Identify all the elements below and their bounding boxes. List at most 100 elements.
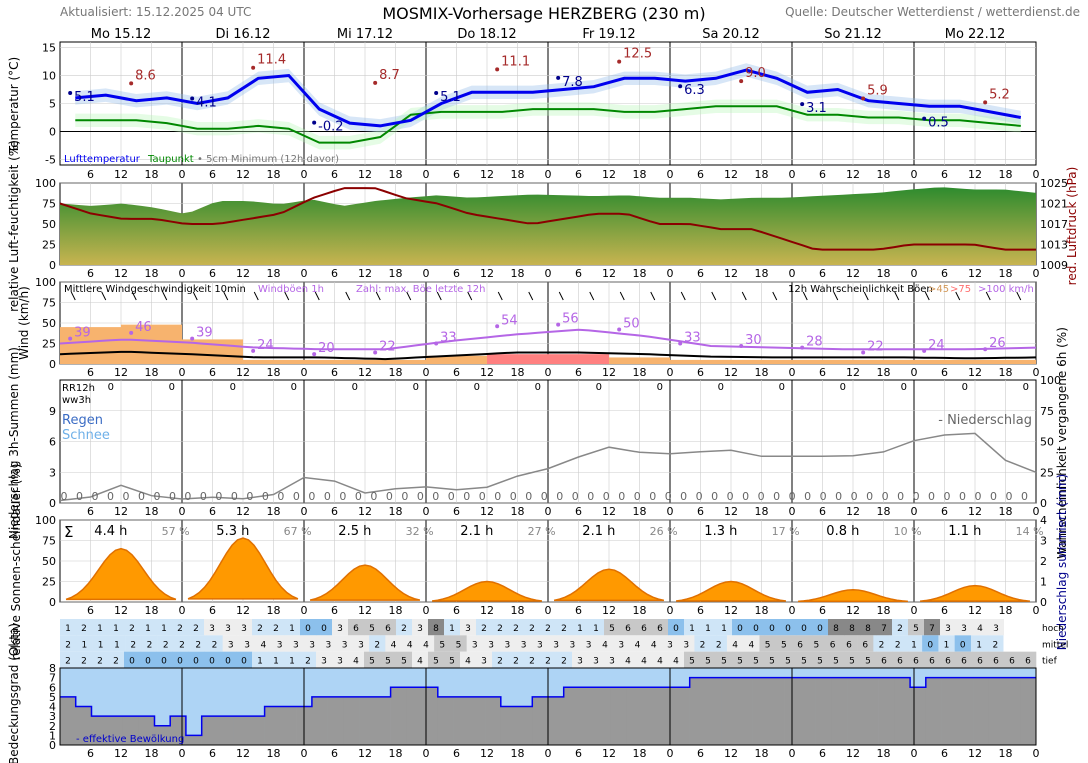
cloud-cell xyxy=(304,635,321,652)
hum-xtick: 0 xyxy=(423,267,430,280)
rain-xtick: 12 xyxy=(602,505,616,518)
sun-xtick: 6 xyxy=(941,604,948,617)
rain-xtick: 12 xyxy=(968,505,982,518)
cloud-cell xyxy=(828,619,845,636)
day-label: Mo 15.12 xyxy=(91,27,152,42)
precip-prob-ytick: 0 xyxy=(1040,497,1047,510)
temp-min-label: 7.8 xyxy=(562,75,583,90)
cloud-cell xyxy=(396,619,413,636)
rr3h-value: 0 xyxy=(742,490,749,503)
cloud-value: 5 xyxy=(401,657,407,667)
cloud-cover-bar xyxy=(406,687,423,745)
cloud-cover-bar xyxy=(500,706,517,745)
cloud-cell xyxy=(908,619,925,636)
cloud-value: 5 xyxy=(781,640,787,650)
cloud-cell xyxy=(428,619,445,636)
update-time: Aktualisiert: 15.12.2025 04 UTC xyxy=(60,5,252,19)
wind-arrow xyxy=(223,291,229,301)
cloud-cell xyxy=(938,635,955,652)
cloud-cover-bar xyxy=(264,706,281,745)
precip-prob-ytick: 75 xyxy=(1040,405,1054,418)
sun-xtick: 18 xyxy=(877,604,891,617)
cloud-value: 2 xyxy=(212,640,218,650)
wind-ytick: 50 xyxy=(42,317,56,330)
cloud-xtick: 6 xyxy=(331,747,338,760)
temp-ytick: 0 xyxy=(49,125,56,138)
cloud-ytick: 4 xyxy=(49,701,56,714)
cloud-cell xyxy=(588,619,605,636)
hum-xtick: 12 xyxy=(602,267,616,280)
gust-prob-45-bar xyxy=(243,359,304,364)
hum-xtick: 0 xyxy=(545,267,552,280)
wind-legend-gust: Windböen 1h xyxy=(258,284,324,295)
hum-xtick: 0 xyxy=(301,267,308,280)
cloud-value: 4 xyxy=(625,657,631,667)
cloud-value: 3 xyxy=(342,640,348,650)
rr3h-value: 0 xyxy=(680,490,687,503)
temp-xtick: 18 xyxy=(633,168,647,181)
wind-arrow xyxy=(863,291,869,301)
temp-xtick: 6 xyxy=(819,168,826,181)
sunshine-percent: 10 % xyxy=(894,525,922,538)
cloud-cover-bar xyxy=(437,696,454,745)
gust-prob-75-bar xyxy=(487,354,548,364)
temp-xtick: 0 xyxy=(1033,168,1040,181)
rr3h-value: 0 xyxy=(448,490,455,503)
cloud-value: 5 xyxy=(369,624,375,634)
cloud-cell xyxy=(636,619,653,636)
sun-xtick: 12 xyxy=(480,604,494,617)
gust-prob-45-bar xyxy=(731,359,792,364)
hum-ytick: 100 xyxy=(35,177,56,190)
rain-xtick: 0 xyxy=(911,505,918,518)
cloud-cell xyxy=(812,651,829,668)
max-point xyxy=(129,81,134,86)
temp-xtick: 0 xyxy=(301,168,308,181)
wind-arrow xyxy=(711,291,717,301)
cloud-xtick: 18 xyxy=(511,747,525,760)
wind-xtick: 6 xyxy=(697,366,704,379)
sun-xtick: 6 xyxy=(209,604,216,617)
cloud-cell xyxy=(60,619,77,636)
precip-prob-ytick: 25 xyxy=(1040,466,1054,479)
cloud-cell xyxy=(548,635,565,652)
rr3h-value: 0 xyxy=(696,490,703,503)
min-point xyxy=(312,120,317,125)
cloud-value: 7 xyxy=(929,624,935,634)
sunshine-area xyxy=(309,564,421,601)
cloud-cell xyxy=(125,635,142,652)
cloud-cell xyxy=(604,651,621,668)
rain-xtick: 12 xyxy=(724,505,738,518)
gust-max-label: 56 xyxy=(562,312,579,327)
sun-xtick: 6 xyxy=(575,604,582,617)
cloud-value: 6 xyxy=(929,657,935,667)
gust-point xyxy=(251,348,256,353)
cloud-cell xyxy=(668,651,685,668)
gust-max-label: 24 xyxy=(928,338,945,353)
gust-max-label: 22 xyxy=(379,340,396,355)
cloud-value: 0 xyxy=(129,657,135,667)
wind-arrow xyxy=(558,291,564,301)
cloud-cover-bar xyxy=(721,677,738,745)
wind-xtick: 18 xyxy=(511,366,525,379)
sun-xtick: 18 xyxy=(267,604,281,617)
gust-prob-45-bar xyxy=(670,359,731,364)
cloud-value: 4 xyxy=(423,640,429,650)
rr3h-value: 0 xyxy=(727,490,734,503)
rr3h-value: 0 xyxy=(820,490,827,503)
temp-ytick: 15 xyxy=(42,42,56,55)
sun-xtick: 12 xyxy=(724,604,738,617)
cloud-value: 8 xyxy=(833,624,839,634)
sun-y2tick: 0 xyxy=(1040,596,1047,609)
cloud-cover-bar xyxy=(988,677,1005,745)
wind-arrow xyxy=(619,291,625,301)
cloud-value: 1 xyxy=(705,624,711,634)
rr12h-value: 0 xyxy=(413,382,419,393)
pressure-ytick: 1017 xyxy=(1040,218,1068,231)
cloud-cover-bar xyxy=(311,696,328,745)
rr3h-value: 0 xyxy=(386,490,393,503)
cloud-value: 4 xyxy=(748,640,754,650)
hum-xtick: 12 xyxy=(846,267,860,280)
cloud-value: 1 xyxy=(449,624,455,634)
min-point xyxy=(68,90,73,95)
cloud-value: 3 xyxy=(683,640,689,650)
